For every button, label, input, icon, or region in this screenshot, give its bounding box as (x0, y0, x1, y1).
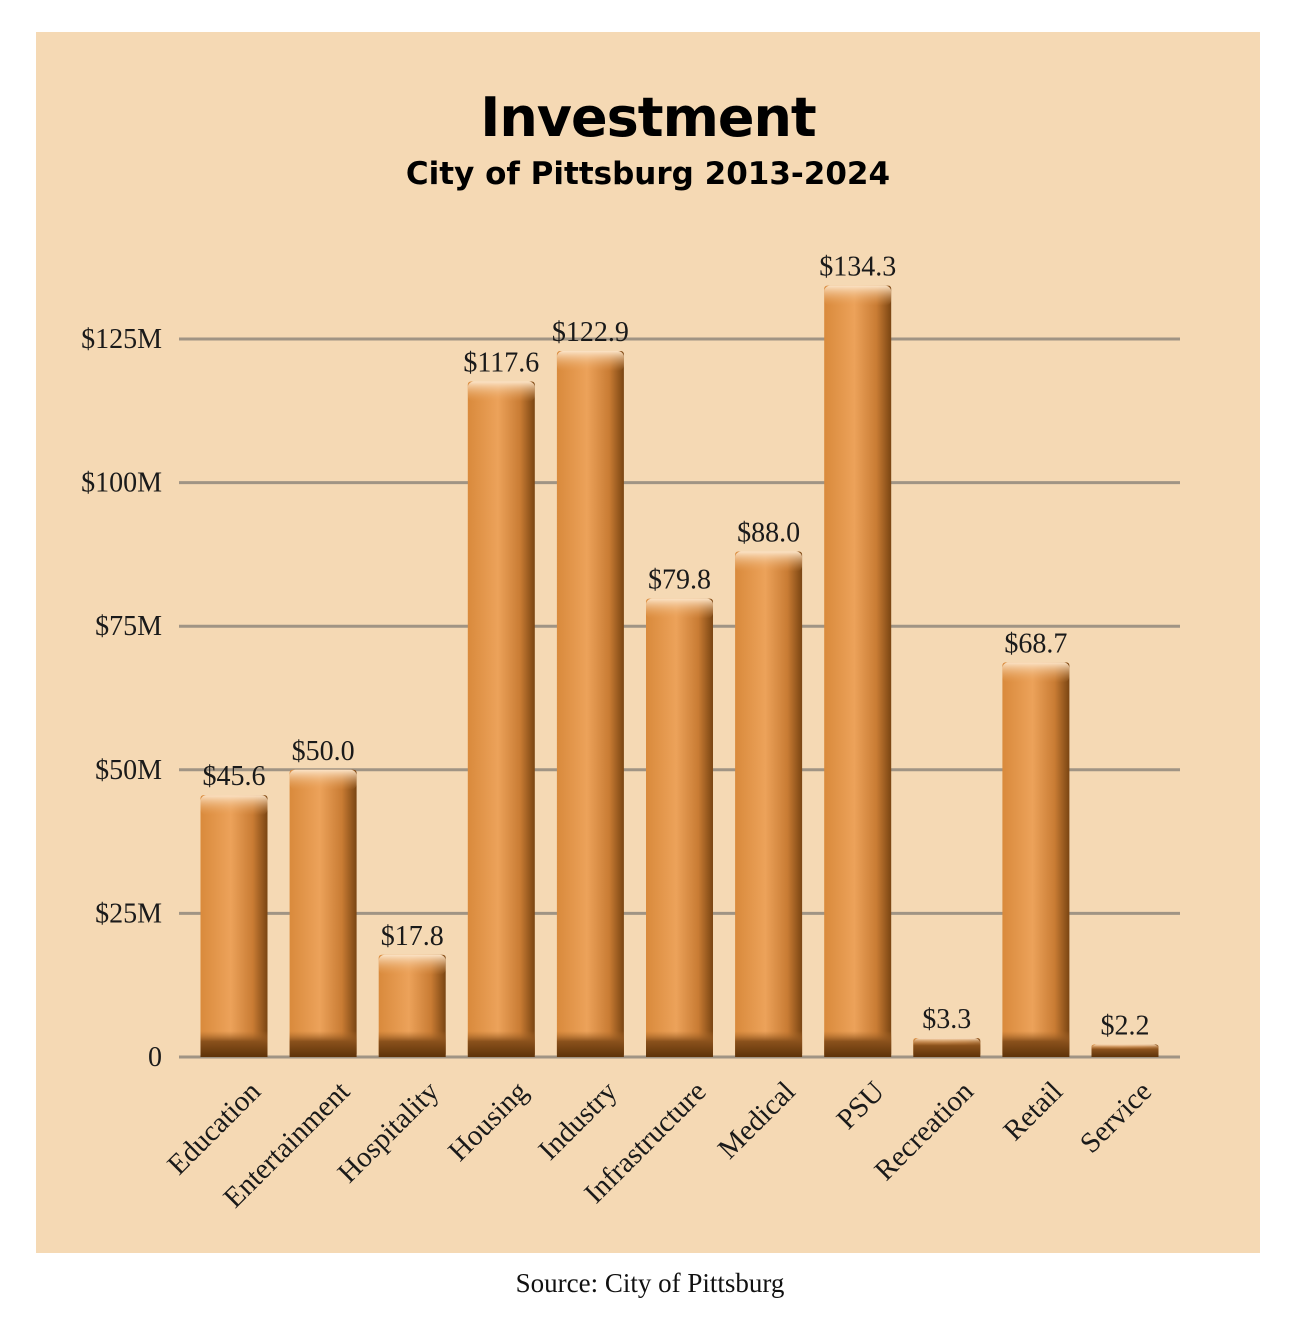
x-tick-label: Recreation (868, 1075, 980, 1187)
data-label: $122.9 (552, 317, 629, 348)
chart-title: Investment (480, 86, 816, 149)
bar-base-shadow (735, 1031, 803, 1057)
bar-recreation (913, 1038, 981, 1057)
bar-highlight (1002, 662, 1070, 683)
bar-highlight (735, 551, 803, 572)
y-tick-label: $75M (95, 611, 162, 642)
bar-psu (824, 285, 892, 1057)
bar-hospitality (378, 954, 446, 1057)
bar-highlight (646, 598, 713, 619)
bar-body (1002, 662, 1070, 1057)
x-axis-ticks: EducationEntertainmentHospitalityHousing… (161, 1075, 1158, 1214)
bars (200, 285, 1159, 1058)
bar-retail (1002, 662, 1070, 1057)
bar-base-shadow (289, 1031, 357, 1057)
bar-housing (467, 381, 535, 1057)
data-label: $88.0 (737, 518, 800, 549)
bar-highlight (378, 954, 446, 975)
source-note: Source: City of Pittsburg (515, 1268, 785, 1298)
data-label: $117.6 (463, 348, 539, 379)
bar-infrastructure (646, 598, 713, 1057)
x-tick-label: Industry (533, 1075, 624, 1166)
data-label: $2.2 (1101, 1010, 1150, 1041)
x-tick-label: Medical (712, 1075, 802, 1165)
data-label: $45.6 (203, 761, 266, 792)
bar-base-shadow (467, 1031, 535, 1057)
bar-base-shadow (646, 1031, 713, 1057)
bar-base-shadow (1002, 1031, 1070, 1057)
y-tick-label: $50M (95, 755, 162, 786)
bar-industry (556, 351, 624, 1058)
x-tick-label: PSU (831, 1075, 891, 1135)
data-label: $3.3 (922, 1004, 971, 1035)
x-tick-label: Retail (997, 1075, 1069, 1147)
bar-base-shadow (200, 1031, 268, 1057)
chart-panel: Investment City of Pittsburg 2013-2024 0… (36, 32, 1260, 1253)
bar-highlight (289, 769, 357, 790)
x-tick-label: Service (1074, 1075, 1158, 1159)
bar-body (200, 795, 268, 1057)
bar-highlight (200, 795, 268, 816)
bar-body (556, 351, 624, 1058)
bar-base-shadow (556, 1031, 624, 1057)
bar-base-shadow (913, 1038, 981, 1057)
bar-body (289, 769, 357, 1057)
bar-highlight (467, 381, 535, 402)
bar-base-shadow (824, 1031, 892, 1057)
data-label: $79.8 (648, 565, 711, 596)
data-label: $68.7 (1004, 628, 1067, 659)
bar-service (1091, 1044, 1159, 1057)
bar-education (200, 795, 268, 1057)
bar-medical (735, 551, 803, 1057)
bar-base-shadow (378, 1031, 446, 1057)
y-tick-label: 0 (148, 1042, 162, 1073)
y-tick-label: $125M (81, 324, 162, 355)
bar-highlight (824, 285, 892, 306)
chart-subtitle: City of Pittsburg 2013-2024 (406, 156, 890, 192)
data-label: $134.3 (819, 252, 896, 283)
bar-body (467, 381, 535, 1057)
bar-base-shadow (1091, 1044, 1159, 1057)
bar-body (646, 598, 713, 1057)
data-labels: $45.6 $50.0 $17.8 $117.6 $122.9 $79.8 $88.0 $13… (203, 252, 1150, 1042)
bar-entertainment (289, 769, 357, 1057)
bar-body (824, 285, 892, 1057)
y-tick-label: $100M (81, 468, 162, 499)
y-axis-ticks: 0 $25M $50M $75M $100M $125M (81, 324, 162, 1073)
y-tick-label: $25M (95, 898, 162, 929)
bar-chart: Investment City of Pittsburg 2013-2024 0… (81, 86, 1180, 1214)
x-tick-label: Housing (442, 1075, 534, 1167)
data-label: $17.8 (381, 921, 444, 952)
bar-body (735, 551, 803, 1057)
data-label: $50.0 (292, 736, 355, 767)
bar-highlight (556, 351, 624, 372)
